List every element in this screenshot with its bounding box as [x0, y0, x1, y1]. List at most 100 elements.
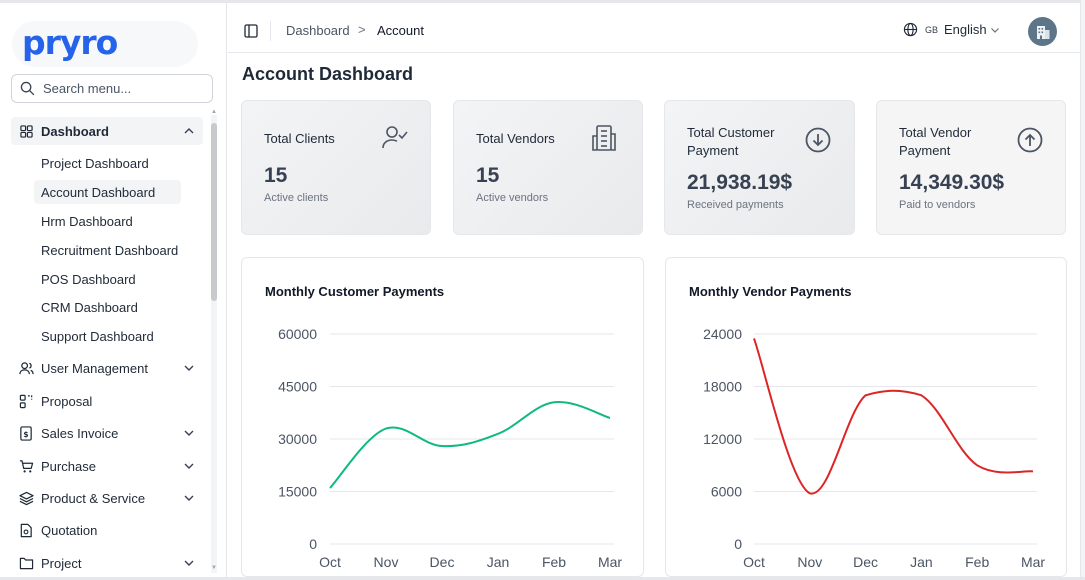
sidebar-subitem-account-dashboard[interactable]: Account Dashboard	[34, 180, 181, 204]
layers-icon	[18, 490, 34, 506]
y-tick-label: 30000	[278, 431, 317, 447]
card-value: 15	[264, 164, 288, 187]
window-bottom-border	[0, 577, 1085, 580]
sidebar-item-quotation[interactable]: Quotation	[11, 516, 203, 544]
x-tick-label: Feb	[542, 554, 566, 570]
sidebar-item-label: User Management	[41, 360, 148, 376]
sidebar-item-label: Product & Service	[41, 490, 146, 506]
x-tick-label: Jan	[487, 554, 510, 570]
chevron-down-icon	[990, 27, 999, 33]
sidebar-subitem-recruitment-dashboard[interactable]: Recruitment Dashboard	[41, 242, 179, 258]
sidebar-item-proposal[interactable]: Proposal	[11, 387, 203, 415]
sidebar-scrollbar[interactable]	[211, 115, 217, 573]
chart-title: Monthly Customer Payments	[265, 284, 445, 299]
chevron-up-icon[interactable]	[183, 125, 195, 137]
users-icon	[18, 360, 34, 376]
arrow-up-circle-icon	[1017, 127, 1043, 153]
window-top-border	[0, 0, 1085, 3]
stat-card-total-clients: Total Clients 15 Active clients	[241, 100, 431, 235]
sidebar-toggle-icon[interactable]	[244, 24, 258, 38]
y-tick-label: 12000	[703, 431, 742, 447]
user-check-icon	[382, 126, 408, 149]
card-title: Total Vendor Payment	[899, 125, 972, 158]
breadcrumb-dashboard[interactable]: Dashboard	[286, 23, 350, 38]
x-tick-label: Dec	[430, 554, 455, 570]
header-divider	[270, 21, 271, 41]
search-input[interactable]	[43, 81, 203, 96]
sidebar-item-label: Sales Invoice	[41, 425, 119, 441]
building-avatar-icon	[1036, 25, 1049, 39]
card-title: Total Clients	[264, 131, 335, 146]
stat-card-total-vendor-payment: Total Vendor Payment 14,349.30$ Paid to …	[876, 100, 1066, 235]
sidebar-item-dashboard[interactable]: Dashboard	[11, 117, 203, 145]
sidebar-subitem-support-dashboard[interactable]: Support Dashboard	[41, 328, 154, 344]
arrow-down-circle-icon	[805, 127, 831, 153]
card-value: 14,349.30$	[899, 171, 1005, 194]
chevron-down-icon[interactable]	[183, 492, 195, 504]
card-subtitle: Received payments	[687, 199, 784, 211]
customer-payments-line-chart: 0 15000 30000 45000 60000 Oct Nov Dec Jan Feb Mar	[278, 326, 622, 570]
y-tick-label: 6000	[711, 484, 742, 500]
sidebar-item-label: Project	[41, 555, 82, 571]
window-right-border	[1080, 0, 1085, 580]
card-title: Total Customer Payment	[687, 125, 775, 158]
chevron-down-icon[interactable]	[183, 460, 195, 472]
user-avatar[interactable]	[1028, 17, 1057, 46]
sidebar-subitem-pos-dashboard[interactable]: POS Dashboard	[41, 271, 136, 287]
breadcrumb-separator: >	[358, 22, 366, 37]
logo-container[interactable]: pryro	[12, 21, 198, 67]
search-icon	[20, 81, 35, 96]
series-line[interactable]	[329, 401, 611, 489]
sidebar-item-label: Dashboard	[41, 123, 109, 139]
y-tick-label: 0	[309, 536, 317, 552]
scrollbar-thumb[interactable]	[211, 123, 217, 301]
sidebar-item-purchase[interactable]: Purchase	[11, 452, 203, 480]
chart-panel-vendor-payments: Monthly Vendor Payments 0 6000 12000 18000 2…	[665, 257, 1067, 577]
chart-panel-customer-payments: Monthly Customer Payments 0 15000 30000 450…	[241, 257, 644, 577]
sidebar-item-project[interactable]: Project	[11, 549, 203, 577]
x-tick-label: Oct	[319, 554, 341, 570]
card-subtitle: Paid to vendors	[899, 199, 976, 211]
x-tick-label: Oct	[743, 554, 765, 570]
language-selector[interactable]: GB English	[903, 22, 1000, 37]
chevron-down-icon[interactable]	[183, 362, 195, 374]
x-tick-label: Mar	[1021, 554, 1045, 570]
stat-card-total-vendors: Total Vendors 15 Active vendors	[453, 100, 643, 235]
quotation-icon	[18, 522, 34, 538]
card-value: 21,938.19$	[687, 171, 793, 194]
card-subtitle: Active vendors	[476, 192, 549, 204]
breadcrumb-account: Account	[377, 23, 424, 38]
chevron-down-icon[interactable]	[183, 557, 195, 569]
stat-card-total-customer-payment: Total Customer Payment 21,938.19$ Receiv…	[664, 100, 855, 235]
project-icon	[18, 555, 34, 571]
scroll-down-arrow-icon[interactable]: ▼	[211, 565, 217, 571]
card-value: 15	[476, 164, 500, 187]
sidebar: pryro Dashboard Project Dashboard Accoun…	[0, 3, 227, 577]
card-title: Total Vendors	[476, 131, 555, 146]
sidebar-item-label: Proposal	[41, 393, 93, 409]
sidebar-subitem-project-dashboard[interactable]: Project Dashboard	[41, 155, 149, 171]
chevron-down-icon[interactable]	[183, 427, 195, 439]
sidebar-subitem-hrm-dashboard[interactable]: Hrm Dashboard	[41, 213, 133, 229]
series-line[interactable]	[753, 338, 1034, 495]
x-tick-label: Mar	[598, 554, 622, 570]
page-title: Account Dashboard	[242, 64, 414, 84]
search-box[interactable]	[11, 74, 213, 103]
sidebar-item-user-management[interactable]: User Management	[11, 354, 203, 382]
sidebar-subitem-crm-dashboard[interactable]: CRM Dashboard	[41, 299, 138, 315]
scroll-up-arrow-icon[interactable]: ▲	[211, 109, 217, 115]
proposal-icon	[18, 393, 34, 409]
x-tick-label: Dec	[853, 554, 878, 570]
app-logo[interactable]: pryro	[22, 23, 118, 62]
card-subtitle: Active clients	[264, 192, 329, 204]
sidebar-item-product-service[interactable]: Product & Service	[11, 484, 203, 512]
language-code: GB	[925, 24, 939, 35]
y-tick-label: 60000	[278, 326, 317, 342]
svg-text:$: $	[23, 429, 28, 438]
x-tick-label: Jan	[910, 554, 933, 570]
x-tick-label: Nov	[797, 554, 822, 570]
globe-icon	[903, 22, 918, 37]
y-tick-label: 24000	[703, 326, 742, 342]
invoice-icon: $	[18, 425, 34, 441]
sidebar-item-sales-invoice[interactable]: $ Sales Invoice	[11, 419, 203, 447]
